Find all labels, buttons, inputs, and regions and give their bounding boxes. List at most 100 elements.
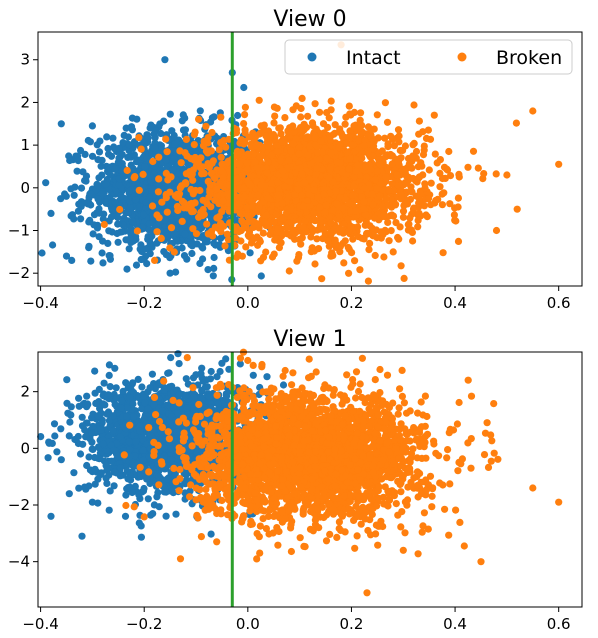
point-intact — [257, 272, 265, 280]
point-broken — [503, 171, 511, 179]
point-broken — [215, 213, 223, 221]
point-intact — [107, 152, 116, 160]
point-broken — [409, 237, 417, 245]
x-tick-label: 0.2 — [340, 294, 364, 312]
point-broken — [422, 211, 430, 219]
point-intact — [128, 217, 136, 225]
point-broken — [350, 182, 358, 190]
point-intact — [53, 448, 61, 456]
point-broken — [492, 226, 501, 235]
point-broken — [371, 214, 379, 222]
point-broken — [555, 160, 563, 168]
y-tick-label: 1 — [20, 136, 30, 154]
point-intact — [217, 234, 225, 242]
point-broken — [264, 194, 272, 202]
point-broken — [271, 112, 279, 120]
point-broken — [162, 135, 170, 143]
point-broken — [349, 191, 357, 200]
point-intact — [65, 490, 73, 498]
point-intact — [47, 209, 55, 217]
point-broken — [217, 228, 225, 236]
point-broken — [454, 203, 462, 211]
point-broken — [223, 190, 231, 198]
point-broken — [191, 199, 199, 207]
point-intact — [107, 171, 115, 179]
point-broken — [267, 185, 275, 194]
point-intact — [138, 255, 146, 263]
point-broken — [369, 201, 377, 209]
point-intact — [103, 479, 111, 487]
x-tick-label: −0.2 — [126, 294, 162, 312]
point-broken — [195, 115, 203, 123]
point-broken — [336, 242, 344, 250]
point-broken — [329, 206, 337, 214]
point-intact — [94, 182, 102, 190]
point-broken — [436, 156, 444, 164]
point-intact — [204, 266, 212, 274]
point-broken — [384, 143, 392, 151]
point-broken — [133, 227, 141, 235]
point-broken — [308, 244, 316, 252]
point-intact — [114, 238, 122, 246]
point-broken — [358, 154, 366, 162]
point-intact — [89, 230, 97, 238]
point-broken — [209, 232, 217, 240]
point-broken — [345, 165, 353, 173]
point-intact — [120, 131, 128, 139]
point-broken — [404, 220, 412, 229]
point-broken — [406, 214, 414, 222]
point-broken — [308, 119, 317, 127]
point-broken — [335, 143, 343, 152]
legend: Intact Broken — [284, 39, 573, 75]
point-broken — [360, 198, 368, 206]
point-broken — [170, 248, 178, 256]
point-intact — [175, 360, 183, 368]
point-broken — [387, 132, 395, 140]
point-broken — [513, 205, 521, 213]
point-broken — [297, 113, 305, 121]
point-broken — [300, 120, 308, 128]
point-broken — [217, 113, 225, 121]
scatter-points — [37, 348, 563, 597]
point-intact — [123, 265, 131, 273]
point-broken — [192, 230, 201, 238]
point-broken — [345, 133, 353, 141]
point-intact — [199, 244, 207, 252]
y-tick-label: 0 — [20, 179, 30, 197]
point-broken — [255, 96, 263, 104]
point-broken — [427, 179, 435, 187]
point-broken — [116, 205, 124, 214]
point-intact — [162, 156, 170, 164]
point-intact — [87, 201, 95, 209]
point-broken — [397, 195, 405, 203]
point-broken — [414, 216, 422, 224]
point-broken — [311, 100, 319, 108]
point-intact — [171, 140, 179, 148]
point-broken — [235, 160, 244, 168]
point-broken — [148, 202, 157, 210]
point-broken — [313, 164, 321, 172]
point-intact — [151, 134, 159, 142]
point-broken — [257, 129, 265, 137]
point-broken — [198, 170, 206, 178]
point-broken — [267, 179, 275, 187]
point-broken — [234, 250, 242, 258]
point-broken — [178, 182, 186, 190]
point-broken — [327, 97, 335, 105]
point-intact — [98, 171, 106, 179]
point-broken — [340, 259, 348, 267]
point-broken — [402, 179, 410, 187]
point-broken — [241, 103, 249, 111]
point-broken — [382, 173, 390, 181]
point-broken — [205, 163, 213, 171]
point-broken — [455, 173, 463, 181]
point-broken — [469, 147, 478, 155]
point-intact — [57, 120, 65, 128]
point-broken — [295, 150, 303, 158]
point-broken — [319, 235, 327, 243]
point-broken — [321, 208, 329, 216]
point-broken — [257, 181, 265, 189]
point-broken — [261, 218, 269, 226]
